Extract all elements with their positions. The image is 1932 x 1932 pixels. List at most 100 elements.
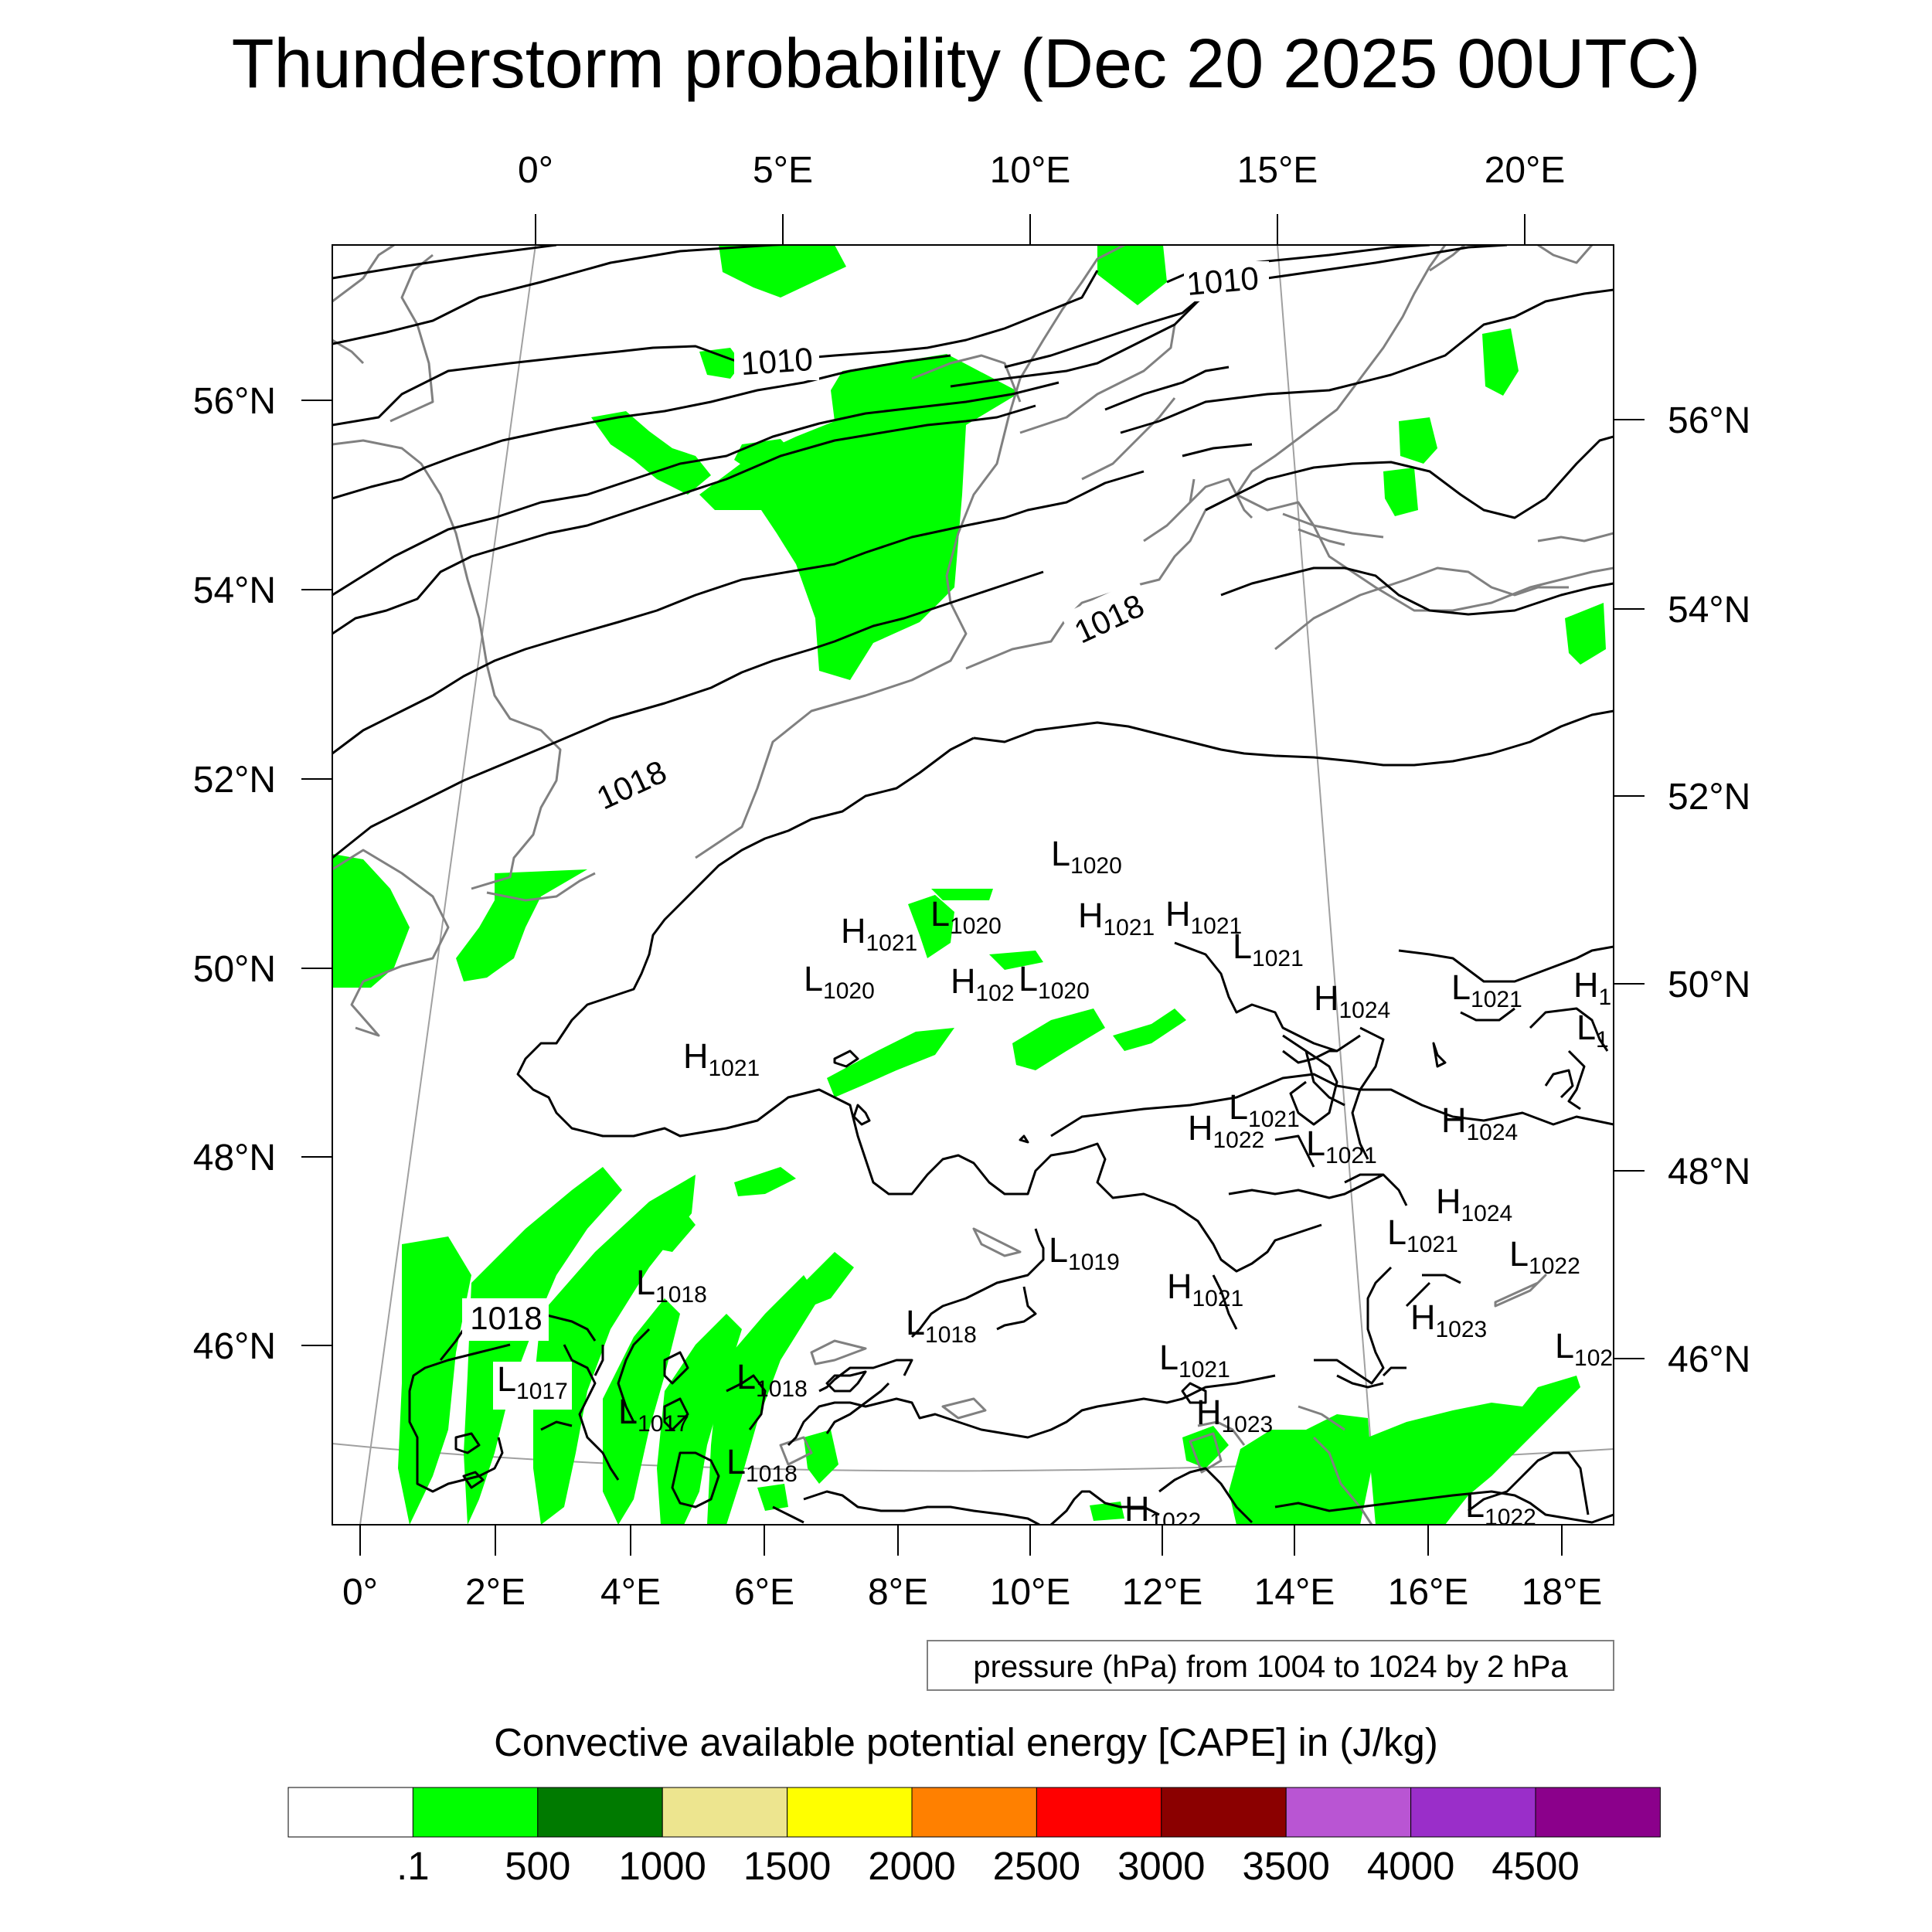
pressure-center: L1018	[736, 1357, 808, 1402]
colorbar-swatch	[1535, 1787, 1661, 1838]
pressure-center: H1024	[1441, 1100, 1518, 1145]
isobar-label: 1018	[470, 1300, 542, 1336]
colorbar-label: .1	[396, 1844, 430, 1888]
colorbar-swatch	[287, 1787, 413, 1838]
tick-marks	[301, 214, 1645, 1556]
pressure-center: L1021	[1233, 927, 1304, 971]
pressure-center: L1022	[1465, 1485, 1536, 1530]
colorbar-swatch	[911, 1787, 1037, 1838]
map-content: 1010 1010 1018 1018 1018 L1020 H1021 L10…	[332, 245, 1614, 1534]
right-lat-label: 46°N	[1668, 1339, 1750, 1380]
colorbar-label: 4000	[1367, 1844, 1454, 1888]
center-label-bg	[493, 1362, 572, 1410]
pressure-center: H1023	[1196, 1393, 1273, 1437]
bottom-lon-label: 2°E	[465, 1572, 526, 1613]
pressure-center: L1018	[636, 1263, 707, 1308]
pressure-center: H1022	[1124, 1489, 1201, 1534]
pressure-center: L1	[1577, 1008, 1609, 1053]
right-lat-label: 56°N	[1668, 400, 1750, 441]
colorbar-title: Convective available potential energy [C…	[494, 1720, 1438, 1764]
left-lat-label: 46°N	[193, 1326, 276, 1367]
colorbar-swatch	[1410, 1787, 1536, 1838]
bottom-lon-label: 10°E	[990, 1572, 1071, 1613]
pressure-center: H1024	[1314, 978, 1390, 1023]
colorbar-label: 3000	[1117, 1844, 1205, 1888]
bottom-lon-label: 18°E	[1522, 1572, 1603, 1613]
left-lat-labels: 56°N 54°N 52°N 50°N 48°N 46°N	[193, 381, 276, 1367]
pressure-center: L1022	[1509, 1234, 1580, 1279]
top-lon-label: 10°E	[990, 150, 1071, 191]
top-lon-label: 0°	[518, 150, 553, 191]
bottom-lon-label: 14°E	[1254, 1572, 1335, 1613]
pressure-center: L1021	[1387, 1213, 1458, 1257]
contour-info-text: pressure (hPa) from 1004 to 1024 by 2 hP…	[973, 1650, 1568, 1684]
right-lat-labels: 56°N 54°N 52°N 50°N 48°N 46°N	[1668, 400, 1750, 1380]
pressure-center: L1018	[906, 1303, 977, 1348]
left-lat-label: 56°N	[193, 381, 276, 422]
pressure-center: L1020	[930, 894, 1002, 939]
top-lon-label: 15°E	[1237, 150, 1318, 191]
pressure-center: H1021	[1167, 1267, 1243, 1311]
isobar-labels: 1010 1010 1018 1018 1018	[462, 260, 1269, 1341]
bottom-lon-labels: 0° 2°E 4°E 6°E 8°E 10°E 12°E 14°E 16°E 1…	[342, 1572, 1602, 1613]
chart-title: Thunderstorm probability (Dec 20 2025 00…	[232, 26, 1701, 103]
bottom-lon-label: 6°E	[734, 1572, 794, 1613]
isobar-label: 1010	[1185, 260, 1260, 302]
pressure-center: L1017	[618, 1392, 689, 1437]
pressure-center: L1017	[497, 1359, 568, 1404]
right-lat-label: 48°N	[1668, 1151, 1750, 1192]
colorbar-swatch	[1285, 1787, 1412, 1838]
pressure-center: L1021	[1306, 1124, 1377, 1168]
pressure-center: H1024	[1436, 1182, 1512, 1226]
isobar-label: 1010	[740, 341, 814, 382]
cape-fields	[332, 245, 1606, 1525]
map-frame	[332, 244, 1614, 1526]
colorbar-swatch	[537, 1787, 663, 1838]
bottom-lon-label: 0°	[342, 1572, 378, 1613]
bottom-lon-label: 4°E	[600, 1572, 661, 1613]
top-lon-label: 20°E	[1485, 150, 1566, 191]
pressure-center: L102	[1555, 1326, 1613, 1371]
colorbar-label: 4500	[1492, 1844, 1579, 1888]
left-lat-label: 54°N	[193, 570, 276, 611]
pressure-center: H1023	[1410, 1298, 1487, 1342]
colorbar-label: 1500	[743, 1844, 831, 1888]
bottom-lon-label: 16°E	[1388, 1572, 1469, 1613]
pressure-center: H1021	[1078, 896, 1155, 940]
colorbar-label: 500	[505, 1844, 570, 1888]
colorbar-label: 1000	[618, 1844, 706, 1888]
colorbar-label: 2000	[868, 1844, 955, 1888]
colorbar-label: 2500	[993, 1844, 1080, 1888]
colorbar-swatch	[662, 1787, 788, 1838]
right-lat-label: 54°N	[1668, 590, 1750, 631]
contour-info-box: pressure (hPa) from 1004 to 1024 by 2 hP…	[927, 1640, 1614, 1691]
colorbar-swatch	[1036, 1787, 1162, 1838]
left-lat-label: 50°N	[193, 949, 276, 990]
pressure-center: L1020	[1051, 834, 1122, 879]
colorbar: .1 500 1000 1500 2000 2500 3000 3500 4000 4500	[287, 1787, 1661, 1888]
pressure-center: L1021	[1159, 1338, 1230, 1383]
isobars	[332, 245, 1614, 1525]
left-lat-label: 48°N	[193, 1138, 276, 1179]
top-lon-labels: 0° 5°E 10°E 15°E 20°E	[518, 150, 1565, 191]
pressure-center: L1020	[1019, 959, 1090, 1004]
pressure-center: H1022	[1188, 1108, 1264, 1153]
pressure-center: H1021	[1165, 894, 1242, 939]
pressure-center: H1021	[683, 1036, 760, 1081]
pressure-center: H1021	[841, 911, 917, 956]
colorbar-swatch	[787, 1787, 913, 1838]
pressure-center: L1021	[1229, 1087, 1300, 1132]
colorbar-swatch	[1161, 1787, 1287, 1838]
pressure-center: L1020	[804, 959, 875, 1004]
right-lat-label: 50°N	[1668, 964, 1750, 1005]
left-lat-label: 52°N	[193, 760, 276, 801]
colorbar-label: 3500	[1242, 1844, 1329, 1888]
pressure-center: L1019	[1049, 1230, 1120, 1275]
pressure-center: L1018	[726, 1442, 798, 1487]
pressure-center: H102	[951, 961, 1015, 1006]
right-lat-label: 52°N	[1668, 777, 1750, 818]
bottom-lon-label: 8°E	[868, 1572, 928, 1613]
top-lon-label: 5°E	[753, 150, 813, 191]
bottom-lon-label: 12°E	[1122, 1572, 1203, 1613]
